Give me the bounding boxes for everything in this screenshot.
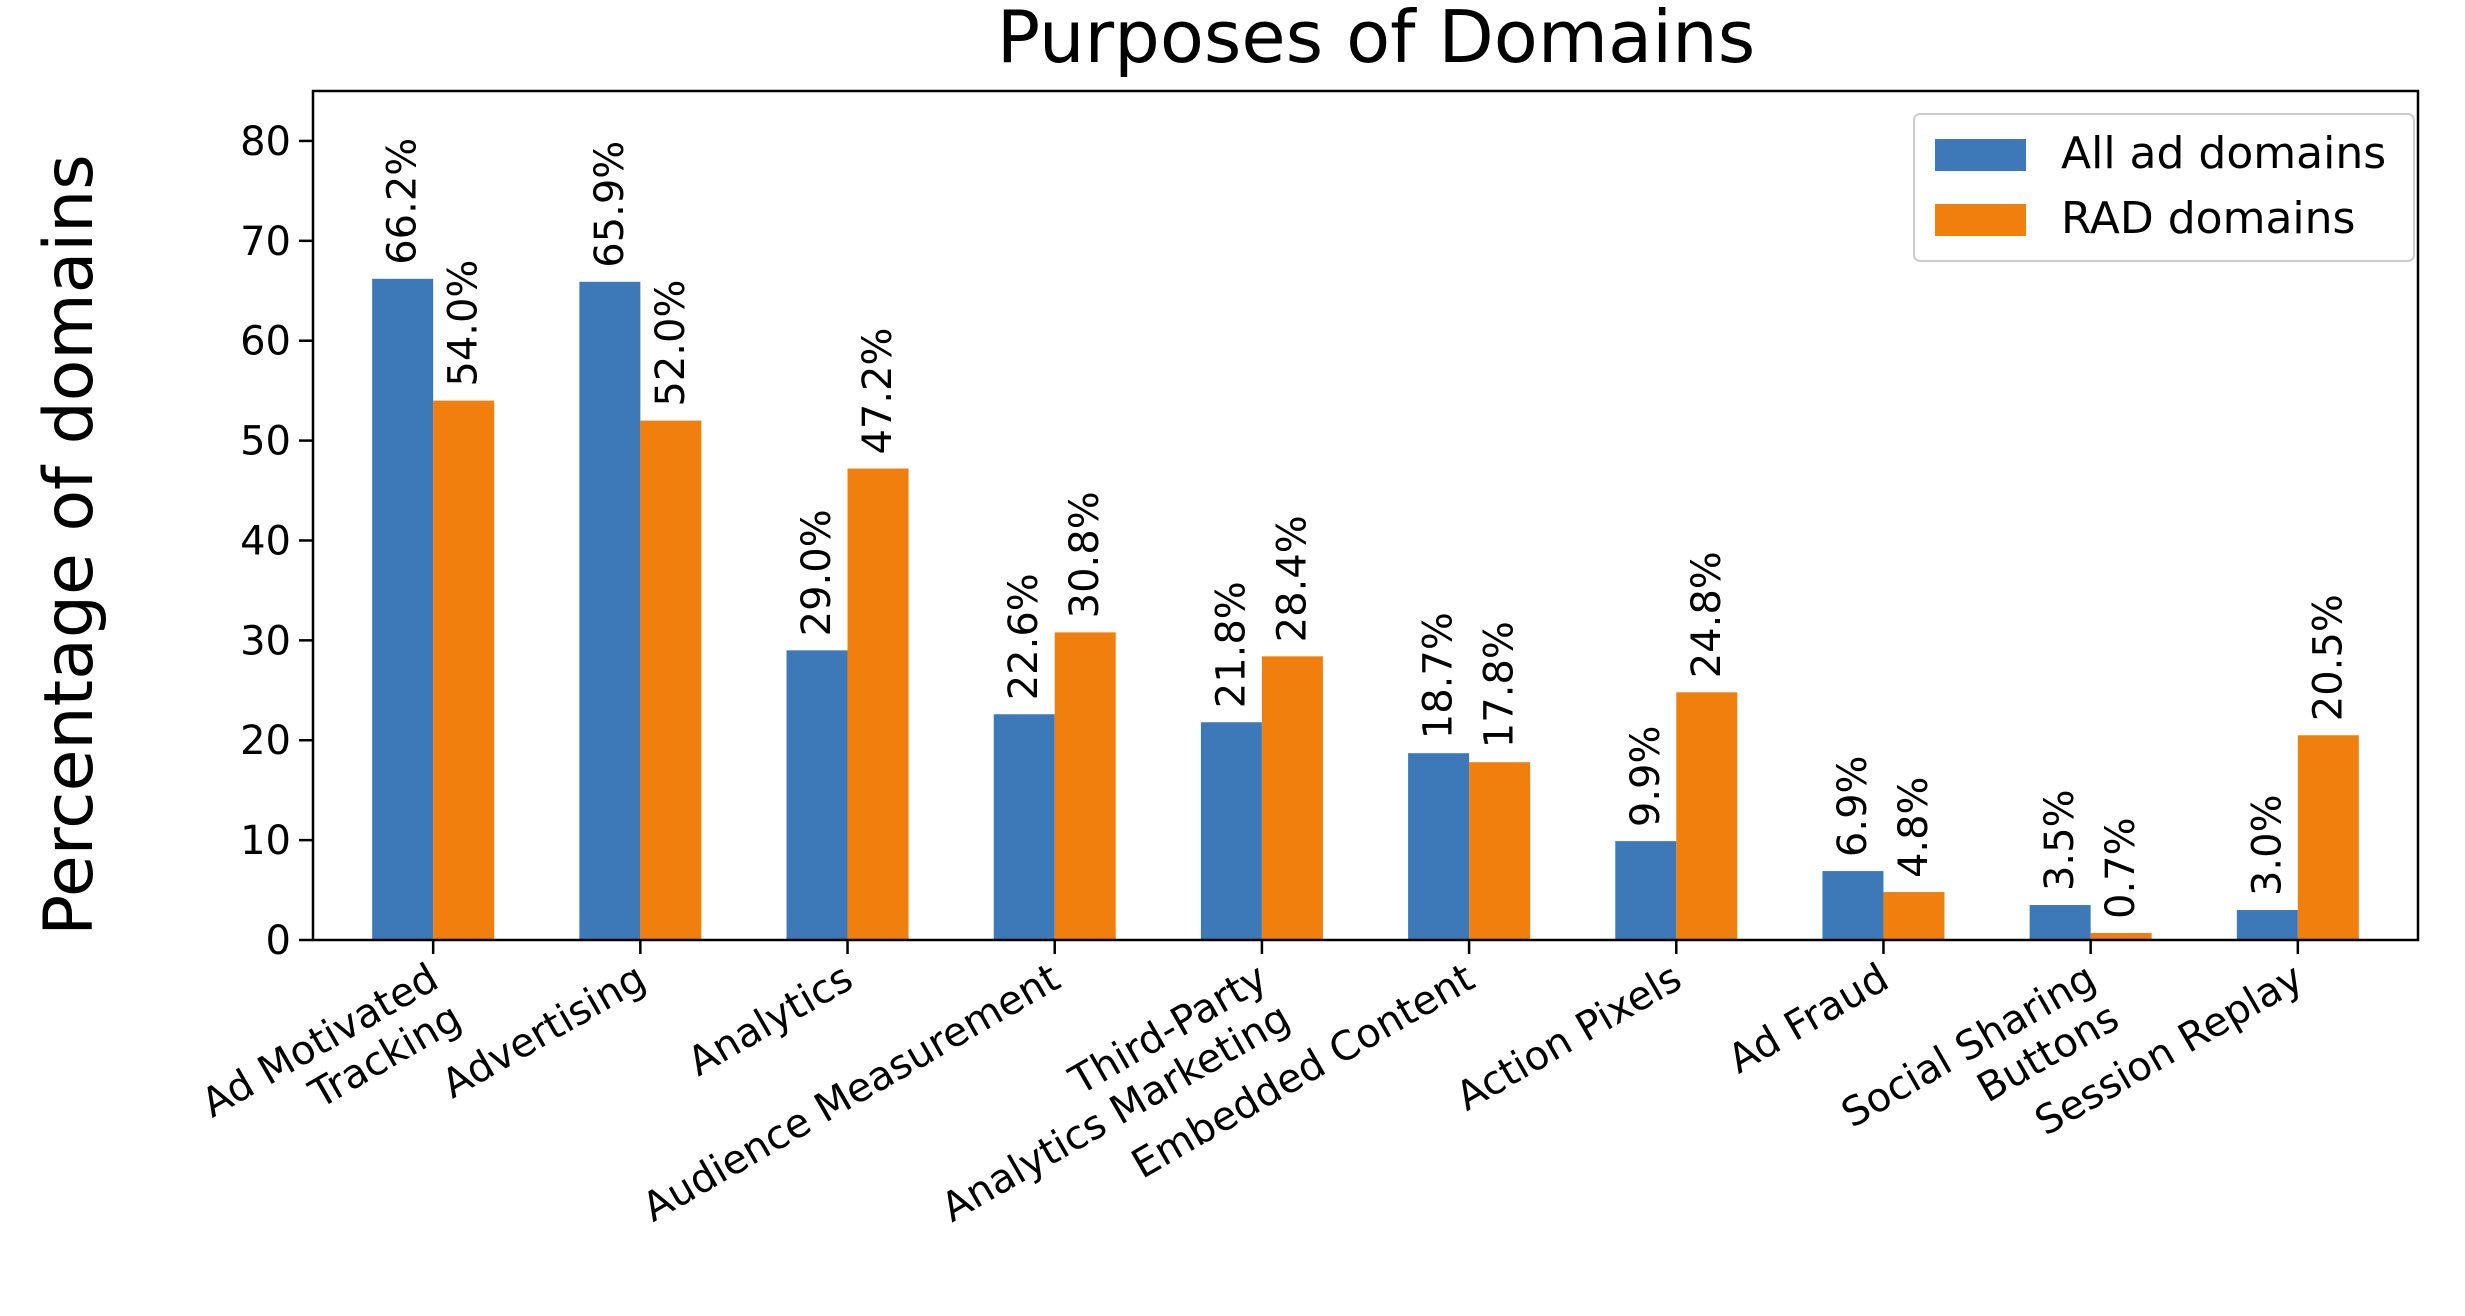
- legend-label-all-ad-domains: All ad domains: [2061, 128, 2386, 179]
- y-tick-label: 10: [240, 818, 291, 864]
- bar-rad-domains: [847, 468, 909, 940]
- legend-box: [1913, 113, 2415, 262]
- bar-rad-domains: [1469, 762, 1531, 940]
- x-tick-label: Analytics: [680, 955, 860, 1086]
- bar-value-label: 47.2%: [855, 327, 901, 454]
- bars-group: [372, 278, 2359, 941]
- bar-rad-domains: [2090, 933, 2152, 940]
- bar-value-label: 18.7%: [1416, 612, 1462, 739]
- y-tick-label: 50: [240, 419, 291, 465]
- bar-value-label: 3.0%: [2244, 794, 2290, 896]
- bar-value-label: 6.9%: [1830, 755, 1876, 857]
- bar-all-ad-domains: [579, 281, 641, 941]
- legend-swatch-all-ad-domains: [1935, 139, 2026, 171]
- y-axis-label: Percentage of domains: [30, 154, 109, 935]
- bar-value-label: 24.8%: [1684, 551, 1730, 678]
- bar-value-labels: 66.2% 54.0% 65.9% 52.0% 29.0% 47.2% 22.6% 30.8%…: [380, 138, 2352, 919]
- bar-rad-domains: [1054, 632, 1116, 940]
- y-tick-label: 40: [240, 518, 291, 564]
- bar-all-ad-domains: [786, 650, 848, 940]
- bar-rad-domains: [2297, 735, 2359, 940]
- bar-value-label: 9.9%: [1623, 725, 1669, 827]
- y-tick-label: 20: [240, 718, 291, 764]
- chart-title: Purposes of Domains: [997, 0, 1756, 79]
- legend-label-rad-domains: RAD domains: [2061, 193, 2355, 244]
- bar-value-label: 28.4%: [1269, 515, 1315, 642]
- bar-value-label: 3.5%: [2037, 789, 2083, 891]
- bar-value-label: 29.0%: [794, 509, 840, 636]
- bar-value-label: 30.8%: [1062, 491, 1108, 618]
- bar-rad-domains: [1261, 656, 1323, 940]
- legend: All ad domains RAD domains: [1913, 113, 2415, 262]
- bar-rad-domains: [1676, 692, 1738, 940]
- bar-value-label: 4.8%: [1891, 776, 1937, 878]
- legend-swatch-rad-domains: [1935, 204, 2026, 236]
- bar-value-label: 54.0%: [441, 260, 487, 387]
- y-tick-label: 70: [240, 219, 291, 265]
- bar-value-label: 20.5%: [2305, 594, 2351, 721]
- bar-value-label: 52.0%: [648, 280, 694, 407]
- bar-value-label: 65.9%: [587, 141, 633, 268]
- bar-all-ad-domains: [1615, 841, 1677, 940]
- bar-value-label: 21.8%: [1208, 581, 1254, 708]
- bar-all-ad-domains: [372, 278, 434, 940]
- y-tick-label: 60: [240, 319, 291, 365]
- y-tick-label: 30: [240, 618, 291, 664]
- bar-rad-domains: [1883, 892, 1945, 940]
- bar-rad-domains: [433, 400, 495, 941]
- bar-all-ad-domains: [1200, 722, 1262, 940]
- bar-rad-domains: [640, 420, 702, 940]
- y-tick-label: 80: [240, 119, 291, 165]
- x-tick-label: Ad MotivatedTracking: [194, 955, 469, 1167]
- x-tick-label: Ad Fraud: [1721, 955, 1897, 1083]
- y-axis-ticks: 0 10 20 30 40 50 60 70 80: [240, 119, 313, 964]
- plot-frame: [311, 89, 2420, 942]
- bar-all-ad-domains: [2236, 910, 2298, 940]
- bar-value-label: 22.6%: [1001, 573, 1047, 700]
- bar-all-ad-domains: [993, 714, 1055, 940]
- x-tick-label: Action Pixels: [1449, 955, 1690, 1121]
- y-tick-label: 0: [266, 918, 291, 964]
- bar-all-ad-domains: [2029, 905, 2091, 940]
- bar-all-ad-domains: [1408, 753, 1470, 940]
- bar-all-ad-domains: [1822, 871, 1884, 940]
- bar-value-label: 0.7%: [2098, 817, 2144, 919]
- bar-value-label: 17.8%: [1477, 621, 1523, 748]
- bar-value-label: 66.2%: [380, 138, 426, 265]
